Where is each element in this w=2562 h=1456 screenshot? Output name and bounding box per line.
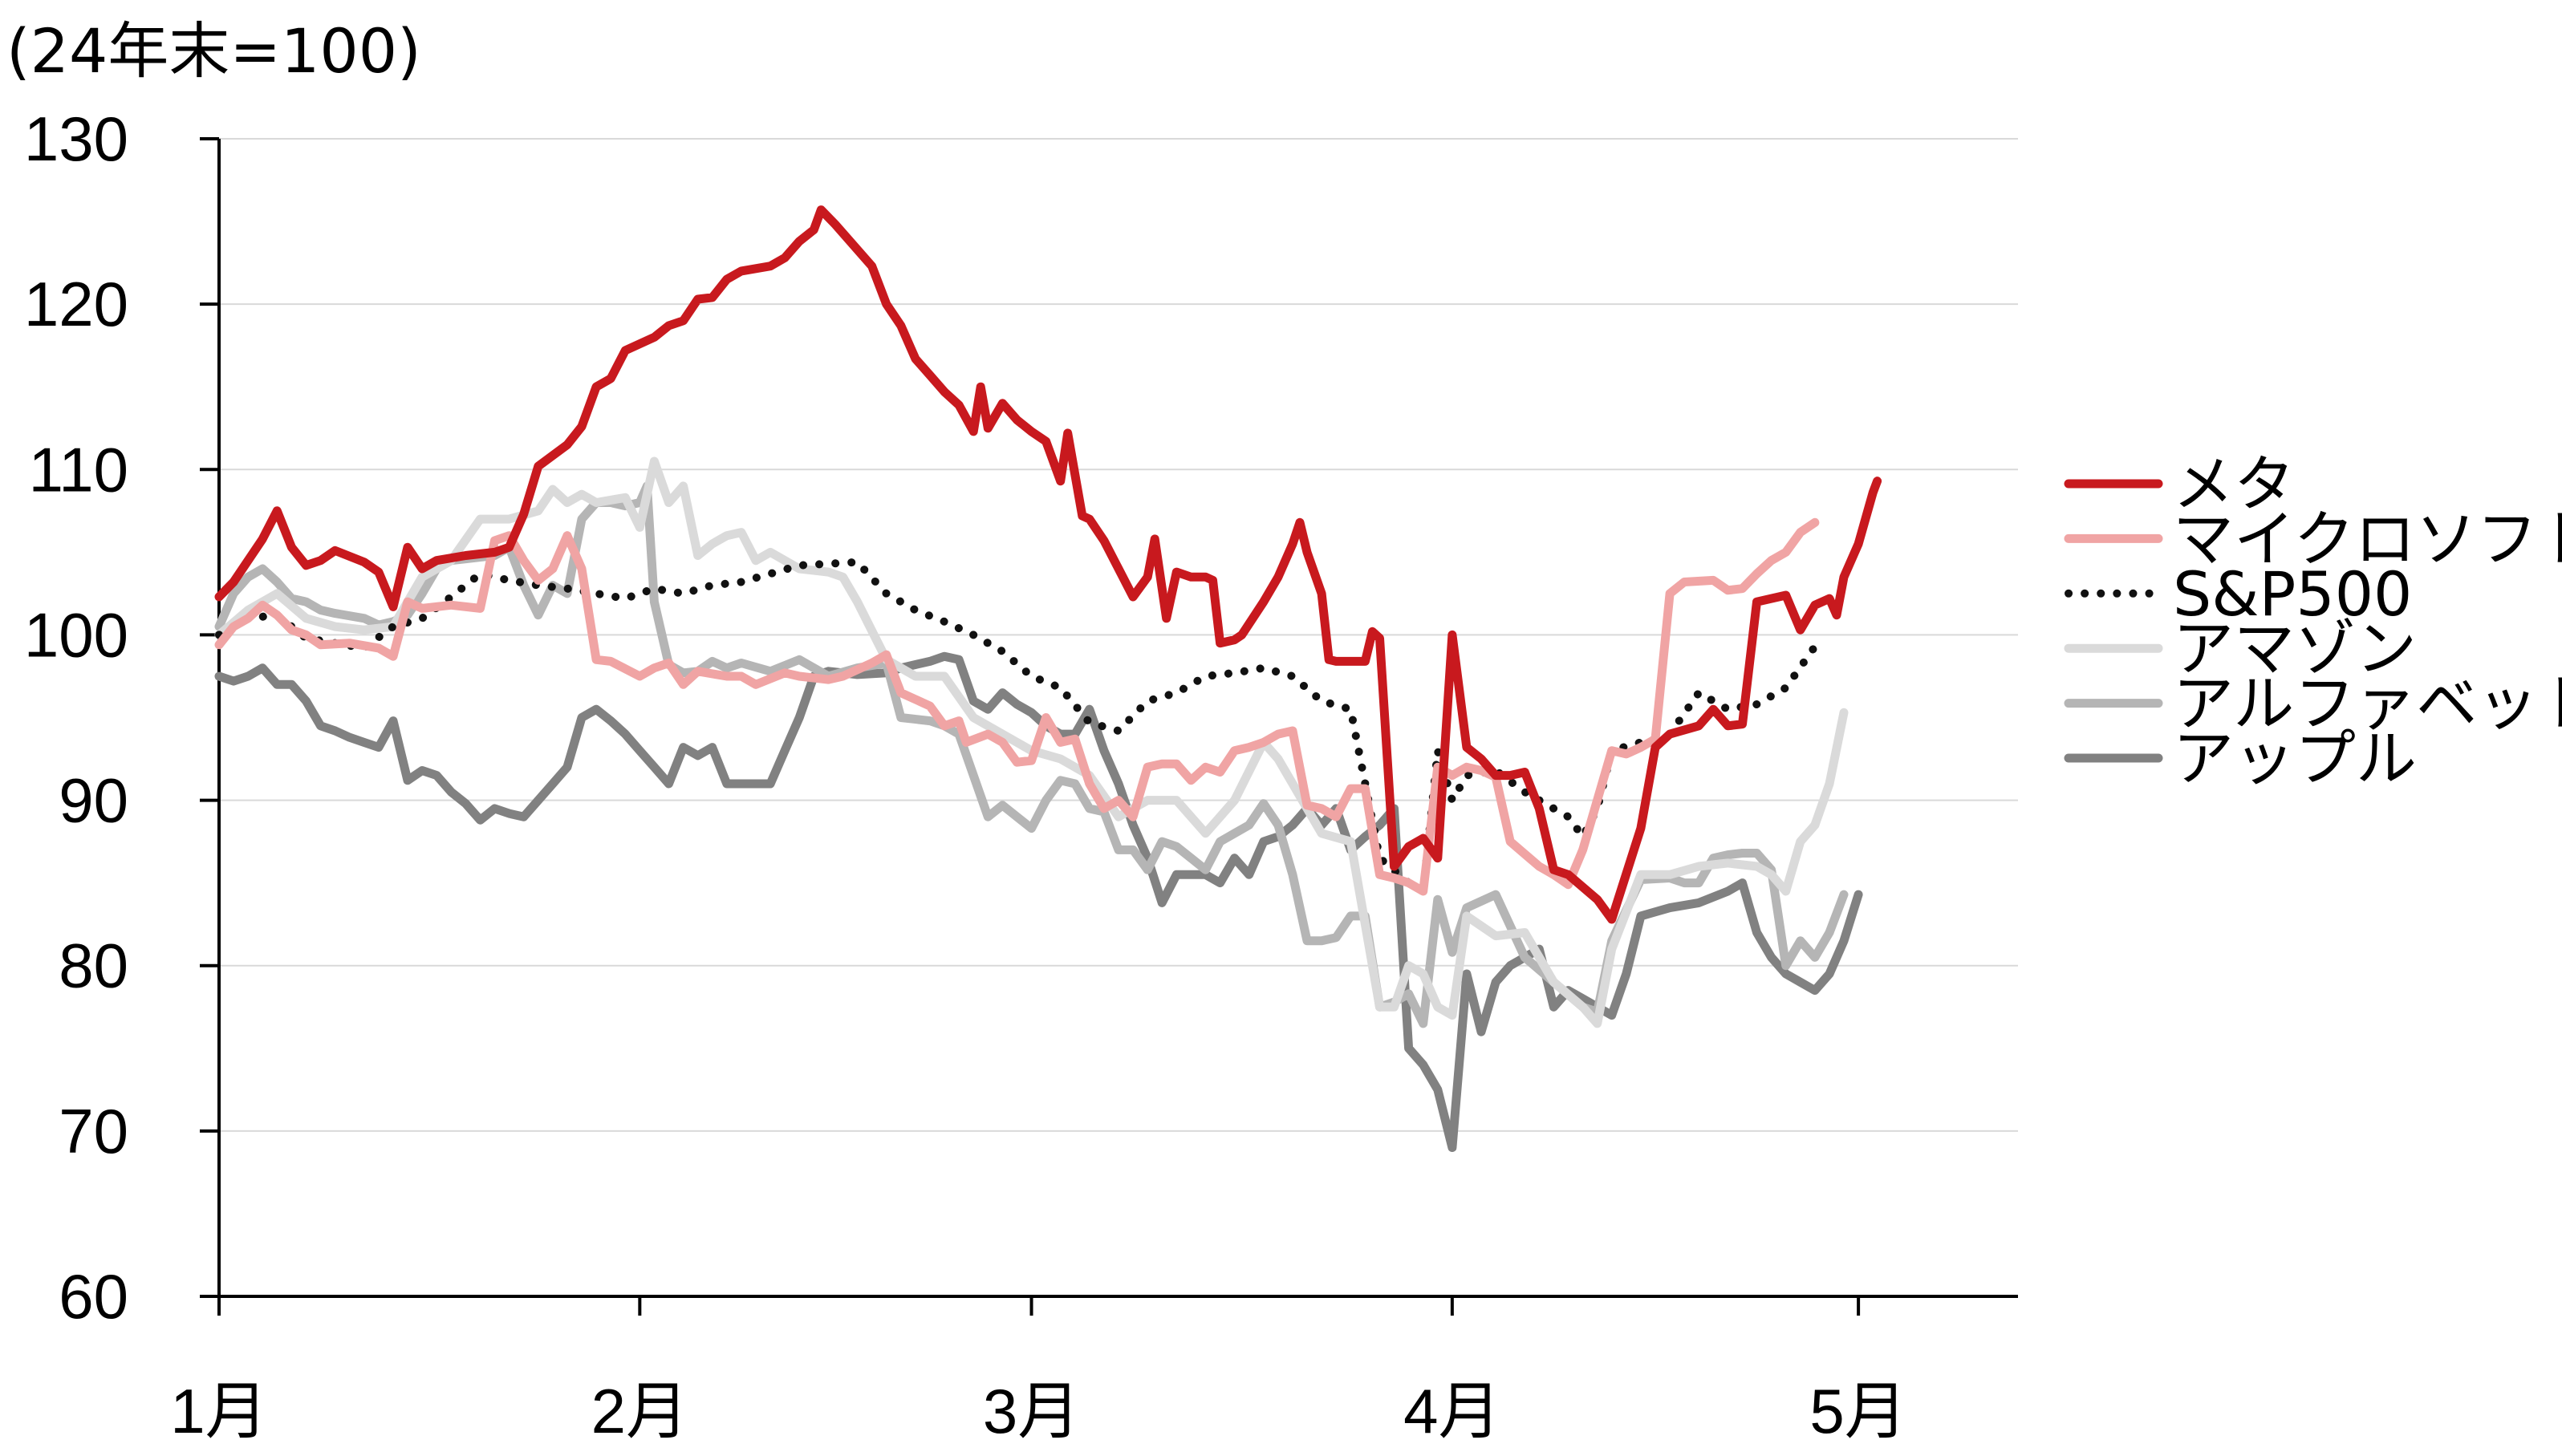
y-tick-label: 70	[59, 1096, 128, 1166]
y-unit-label: (24年末=100)	[6, 15, 421, 87]
legend-label-5: アルファベット	[2173, 668, 2562, 740]
series-lines	[214, 205, 1882, 1152]
x-tick-label: 3月	[983, 1376, 1080, 1446]
y-tick-label: 120	[24, 269, 128, 339]
legend-label-1: メタ	[2173, 448, 2295, 520]
x-axis-ticks: 1月 2月 3月 4月 5月	[170, 1296, 1907, 1446]
y-axis-ticks: 60 70 80 90 100 110 120 130	[24, 103, 219, 1332]
legend-label-6: アップル	[2173, 723, 2417, 794]
axes	[217, 139, 2018, 1298]
x-tick-label: 4月	[1403, 1376, 1500, 1446]
legend-label-3: S&P500	[2173, 558, 2412, 630]
x-tick-label: 2月	[591, 1376, 688, 1446]
y-tick-label: 80	[59, 931, 128, 1001]
gridlines	[219, 138, 2018, 1132]
series-line-4	[214, 456, 1849, 1028]
x-tick-label: 5月	[1809, 1376, 1906, 1446]
y-tick-label: 60	[59, 1261, 128, 1332]
legend-label-2: マイクロソフト	[2173, 503, 2562, 574]
legend-label-4: アマゾン	[2173, 613, 2417, 684]
series-line-3	[215, 558, 1819, 895]
y-tick-label: 90	[59, 765, 128, 836]
y-tick-label: 130	[24, 103, 128, 174]
series-line-1	[214, 205, 1882, 924]
series-line-6	[214, 651, 1863, 1152]
y-tick-label: 100	[24, 599, 128, 670]
x-tick-label: 1月	[170, 1376, 267, 1446]
y-tick-label: 110	[29, 434, 128, 505]
